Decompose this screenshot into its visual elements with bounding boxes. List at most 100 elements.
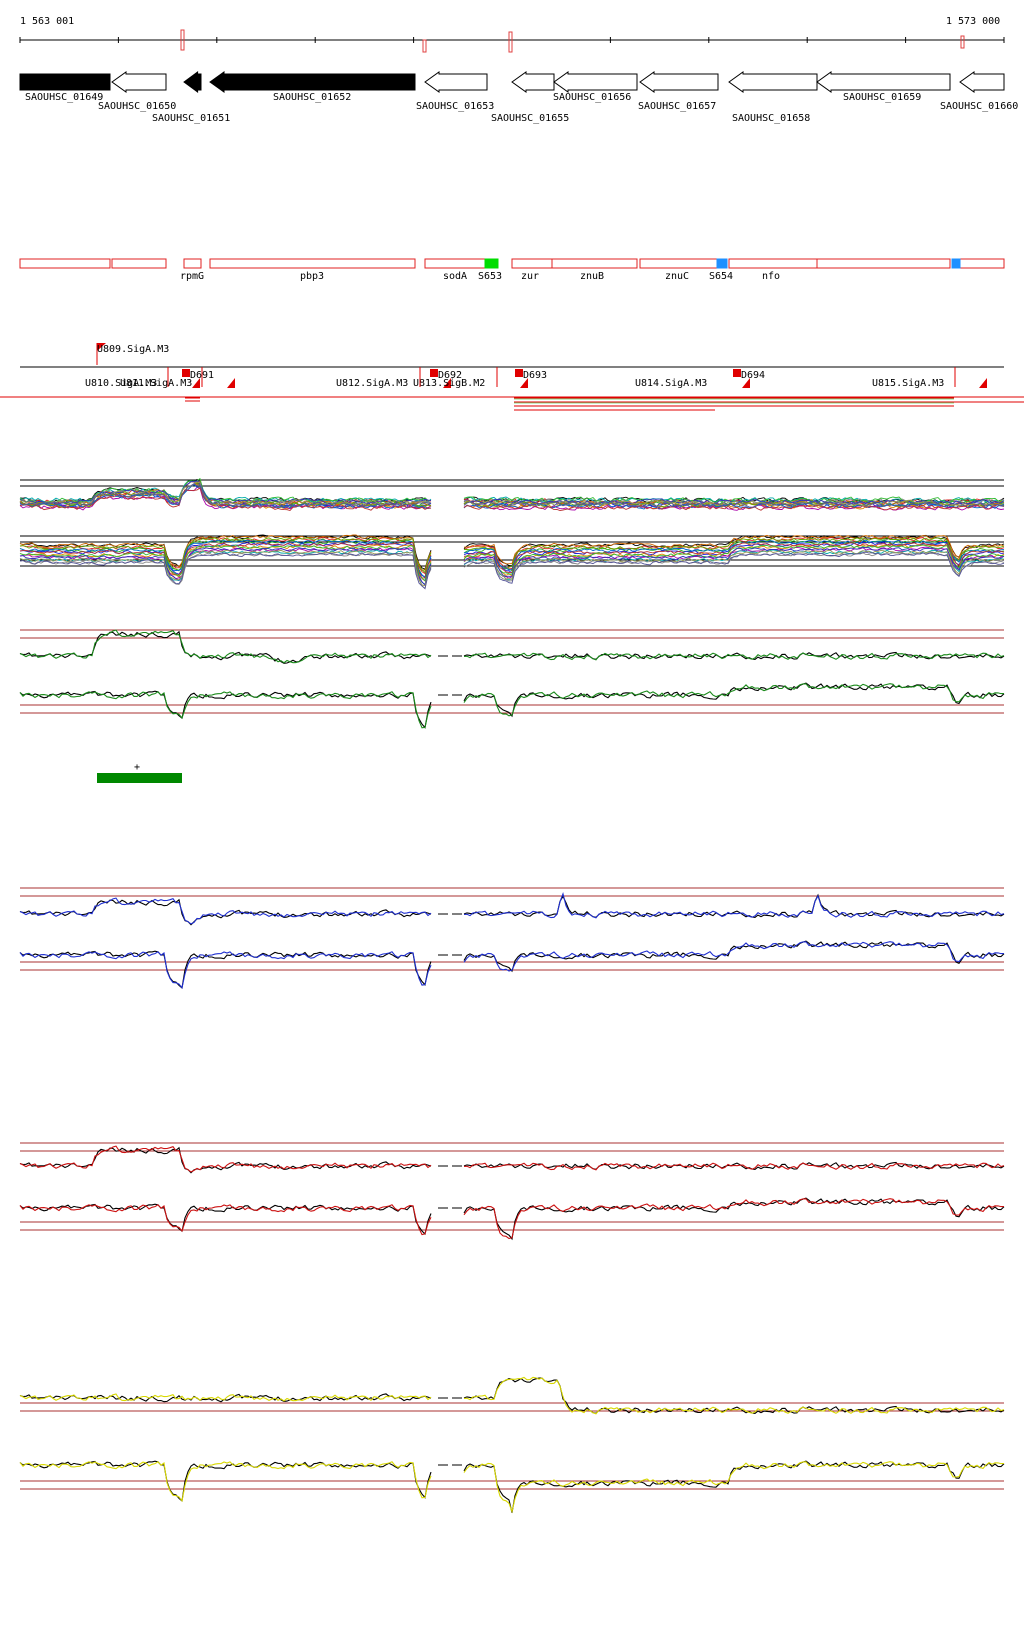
promoter-label: U811.SigA.M3 [120,378,192,389]
segment-label: S653 [478,271,502,282]
coordinate-ruler: 1 563 001 1 573 000 [19,16,1005,53]
marker-bar: + [97,762,182,783]
promoter-flag [979,378,987,388]
expression-trace-upper [19,891,1005,925]
promoter-flag [227,378,235,388]
promoter-label: U812.SigA.M3 [336,378,408,389]
segment-label: znuC [665,271,689,282]
segment-label: znuB [580,271,604,282]
gene-label: SAOUHSC_01657 [638,101,716,112]
ruler-highlight [180,29,185,51]
expression-trace-lower [19,940,1005,989]
expression-panel-blue [19,887,1005,990]
terminator-marker [430,369,438,377]
expression-trace-lower [19,1460,1005,1513]
expression-trace-lower [19,537,1005,574]
expression-trace-upper [19,1146,1005,1174]
terminator-label: D693 [523,370,547,381]
gene-label: SAOUHSC_01659 [843,92,921,103]
segment-label: S654 [709,271,733,282]
expression-trace-lower [19,683,1005,729]
segment-marker-S653 [484,258,499,269]
expression-panel-yellow [19,1376,1005,1514]
segment-label: pbp3 [300,271,324,282]
segment-unnamed [954,258,1005,269]
gene-SAOUHSC_01660 [959,71,1005,93]
expression-trace-upper [19,483,1005,508]
expression-trace-upper [20,481,1005,507]
expression-trace-lower [19,541,1005,579]
gene-SAOUHSC_01655 [511,71,555,93]
ruler-highlight [960,35,965,49]
expression-trace-upper [19,1145,1005,1173]
expression-trace-upper [19,893,1005,926]
promoter-label: U814.SigA.M3 [635,378,707,389]
gene-SAOUHSC_01650 [111,71,167,93]
segment-unnamed [816,258,951,269]
gene-SAOUHSC_01656 [553,71,638,93]
expression-trace-lower [19,549,1005,587]
gene-SAOUHSC_01658 [728,71,818,93]
gene-SAOUHSC_01657 [639,71,719,93]
green-marker-bar [97,773,182,783]
terminator-marker [515,369,523,377]
segment-label: sodA [443,271,467,282]
expression-trace-upper [19,477,1005,504]
segment-znuB [551,258,638,269]
segment-label: rpmG [180,271,204,282]
gene-label: SAOUHSC_01653 [416,101,494,112]
gene-label: SAOUHSC_01651 [152,113,230,124]
marker-label: + [134,762,140,773]
segment-label: zur [521,271,539,282]
segment-unnamed [19,258,111,269]
segment-znuC [639,258,719,269]
gene-label: SAOUHSC_01650 [98,101,176,112]
expression-trace-lower [19,1198,1005,1240]
expression-panel-red [19,1142,1005,1241]
expression-trace-lower [19,551,1005,590]
gene-label: SAOUHSC_01652 [273,92,351,103]
gene-label: SAOUHSC_01655 [491,113,569,124]
expression-trace-upper [19,1376,1005,1415]
ruler-highlight [422,39,427,53]
expression-trace-upper [19,630,1005,664]
promoter-flag [520,378,528,388]
expression-panel-multi-condition [19,477,1005,590]
segment-marker-S654 [716,258,728,269]
gene-SAOUHSC_01659 [816,71,951,93]
promoter-label: U810.SigA.M3 [85,378,157,389]
promoter-flag [443,378,451,388]
end-coordinate: 1 573 000 [946,16,1000,27]
promoter-label: U809.SigA.M3 [97,344,169,355]
expression-trace-lower [19,1197,1005,1241]
segment-nfo [728,258,818,269]
segment-sodA [424,258,486,269]
segment-label: nfo [762,271,780,282]
start-coordinate: 1 563 001 [20,16,74,27]
gene-label: SAOUHSC_01660 [940,101,1018,112]
expression-trace-upper [19,629,1005,664]
promoter-flag [742,378,750,388]
terminator-label: D692 [438,370,462,381]
terminator-marker [733,369,741,377]
ruler-highlight [508,31,513,53]
terminator-label: D694 [741,370,765,381]
promoter-label: U813.SigB.M2 [413,378,485,389]
gene-SAOUHSC_01652 [209,71,416,93]
promoter-label: U815.SigA.M3 [872,378,944,389]
expression-trace-lower [19,547,1005,586]
gene-SAOUHSC_01651 [183,71,202,93]
segment-zur [511,258,553,269]
segment-pbp3 [209,258,416,269]
expression-trace-lower [19,544,1005,582]
promoter-flag [192,378,200,388]
expression-trace-lower [19,682,1005,729]
gene-track [19,71,1005,93]
terminator-marker [182,369,190,377]
segment-unnamed [111,258,167,269]
gene-label: SAOUHSC_01656 [553,92,631,103]
expression-trace-upper [19,1377,1005,1414]
gene-label: SAOUHSC_01658 [732,113,810,124]
